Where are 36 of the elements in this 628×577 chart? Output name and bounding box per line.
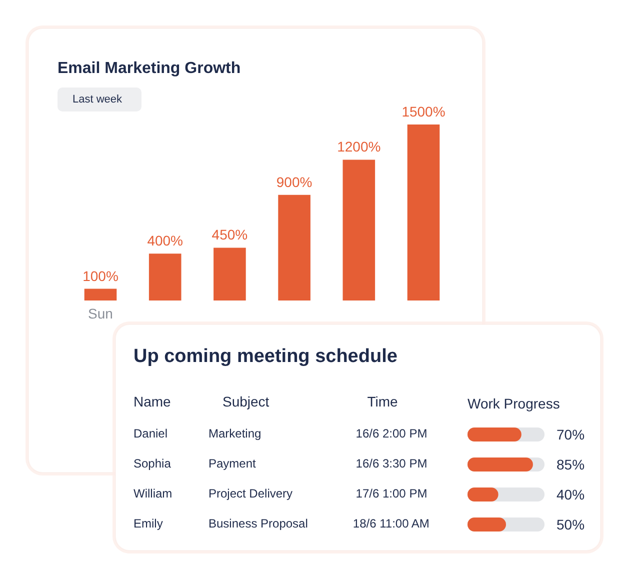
category-label: Time bbox=[367, 394, 398, 410]
bar bbox=[407, 124, 440, 300]
text: William bbox=[134, 486, 172, 500]
data-label: 1200% bbox=[337, 138, 381, 155]
text: Emily bbox=[134, 516, 163, 530]
chart-subtitle: Last week bbox=[72, 94, 123, 106]
text: Project Delivery bbox=[208, 486, 293, 500]
data-label: 70% bbox=[556, 426, 585, 442]
chart-title: Email Marketing Growth bbox=[58, 60, 241, 77]
data-label: 1500% bbox=[402, 104, 446, 120]
data-label: 400% bbox=[147, 232, 184, 249]
bar bbox=[278, 194, 310, 300]
bar bbox=[342, 160, 376, 300]
text: 16/6 2:00 PM bbox=[356, 426, 428, 440]
text: Business Proposal bbox=[208, 516, 308, 530]
data-label: 100% bbox=[82, 268, 118, 284]
text: Marketing bbox=[208, 426, 262, 440]
data-label: 450% bbox=[212, 226, 248, 243]
bar bbox=[84, 288, 117, 300]
bar bbox=[148, 254, 182, 300]
text: Sophia bbox=[134, 456, 172, 470]
category-label: Name bbox=[134, 394, 172, 410]
text: 16/6 3:30 PM bbox=[356, 456, 428, 470]
data-label: 85% bbox=[556, 456, 585, 472]
text: Up coming meeting schedule bbox=[134, 346, 398, 367]
category-label: Subject bbox=[222, 394, 270, 410]
text: 18/6 11:00 AM bbox=[352, 516, 430, 530]
bar bbox=[214, 248, 246, 300]
text: 17/6 1:00 PM bbox=[356, 486, 428, 500]
data-label: 50% bbox=[556, 516, 585, 532]
x-tick-label: Sun bbox=[88, 306, 113, 322]
data-label: 40% bbox=[556, 486, 585, 502]
text: Daniel bbox=[134, 426, 168, 440]
data-label: 900% bbox=[276, 174, 312, 190]
text: Payment bbox=[208, 456, 257, 470]
chart-title: Work Progress bbox=[468, 396, 560, 412]
